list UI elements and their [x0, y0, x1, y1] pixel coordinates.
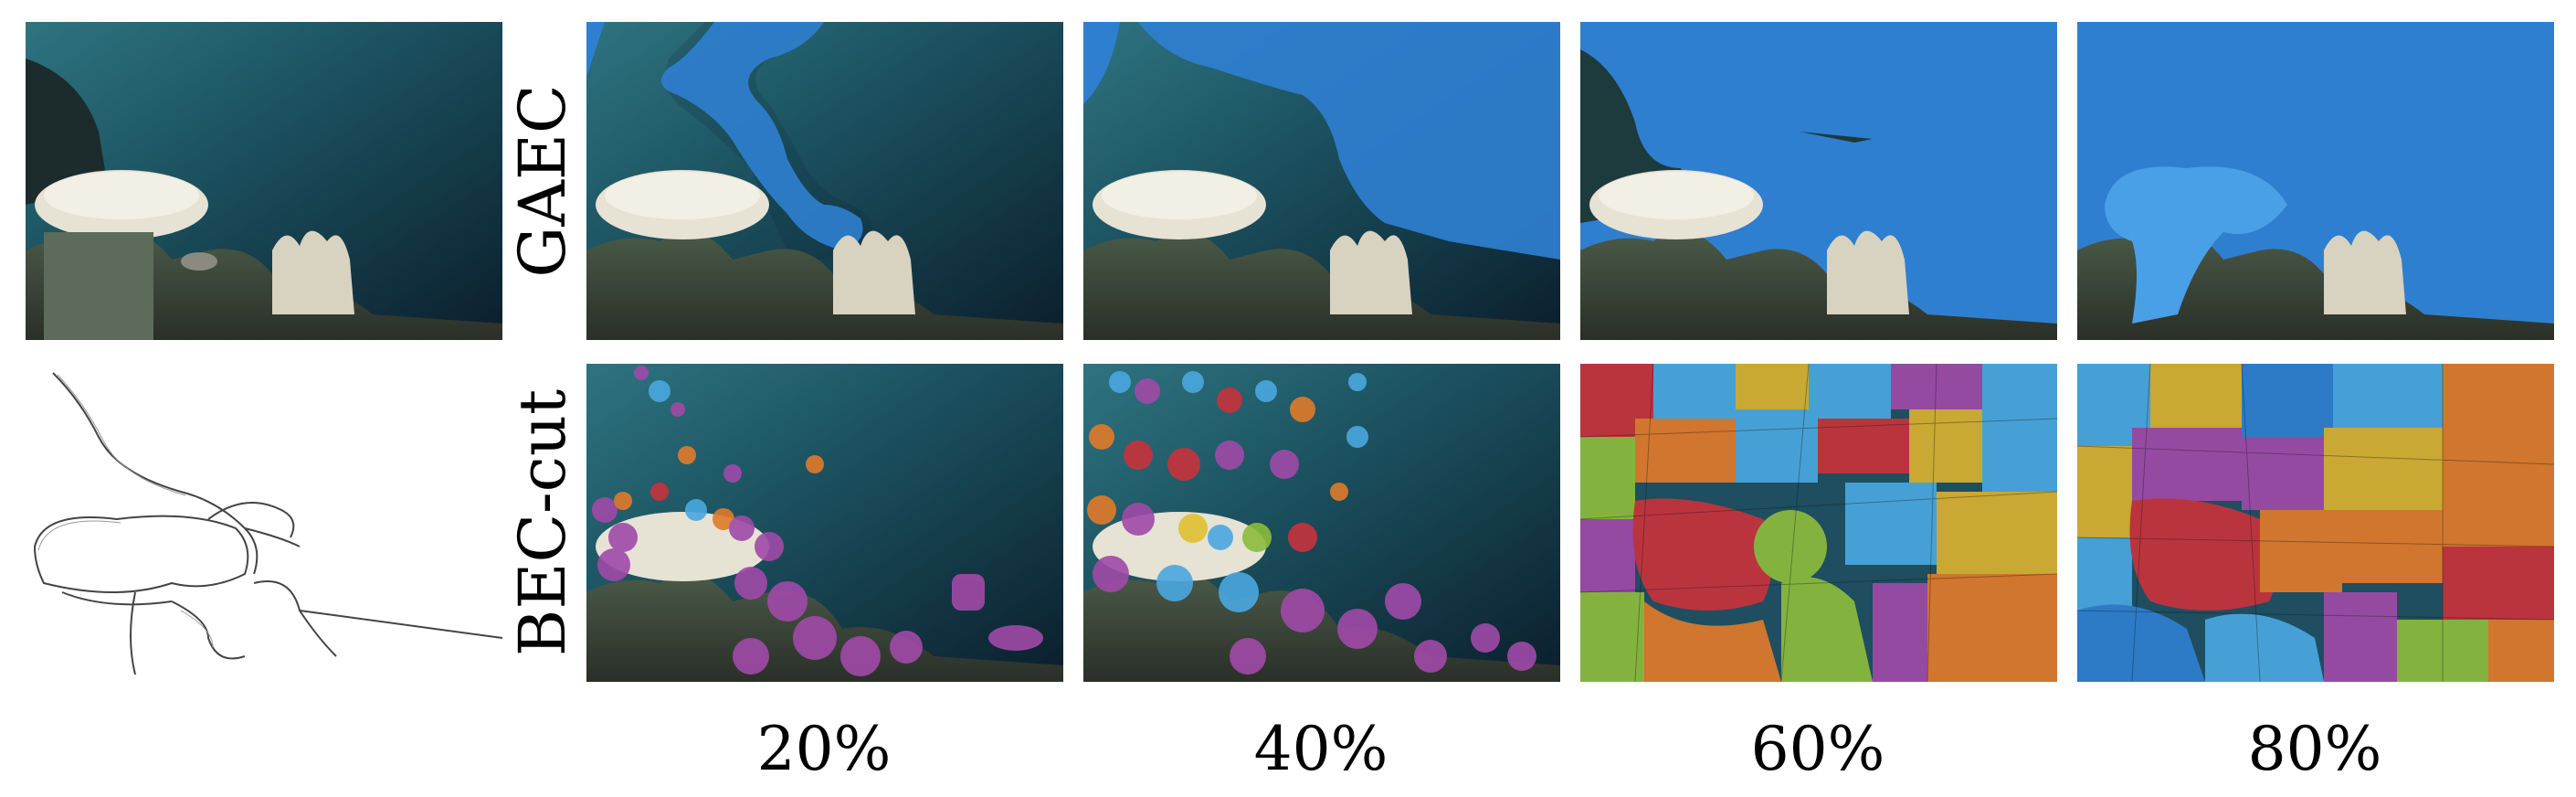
- gaec-60-segmentation: [1580, 22, 2057, 340]
- bec-40-segmentation: [1083, 364, 1560, 682]
- gaec-80-segmentation: [2077, 22, 2554, 340]
- gaec-20-panel: [586, 22, 1063, 340]
- edge-map-panel: [26, 364, 502, 682]
- col-label-20: 20%: [756, 714, 892, 784]
- gaec-20-segmentation: [586, 22, 1063, 340]
- bec-60-panel: [1580, 364, 2057, 682]
- bec-40-panel: [1083, 364, 1560, 682]
- edge-map: [26, 364, 502, 682]
- row-label-gaec: GAEC: [505, 84, 580, 278]
- gaec-60-panel: [1580, 22, 2057, 340]
- col-label-80: 80%: [2247, 714, 2382, 784]
- col-label-60: 60%: [1750, 714, 1885, 784]
- gaec-40-panel: [1083, 22, 1560, 340]
- input-photo: [26, 22, 502, 340]
- gaec-80-panel: [2077, 22, 2554, 340]
- bec-80-segmentation: [2077, 364, 2554, 682]
- col-label-40: 40%: [1253, 714, 1388, 784]
- bec-60-segmentation: [1580, 364, 2057, 682]
- input-image-panel: [26, 22, 502, 340]
- bec-80-panel: [2077, 364, 2554, 682]
- bec-20-panel: [586, 364, 1063, 682]
- bec-20-segmentation: [586, 364, 1063, 682]
- row-label-bec-cut: BEC-cut: [505, 388, 580, 657]
- gaec-40-segmentation: [1083, 22, 1560, 340]
